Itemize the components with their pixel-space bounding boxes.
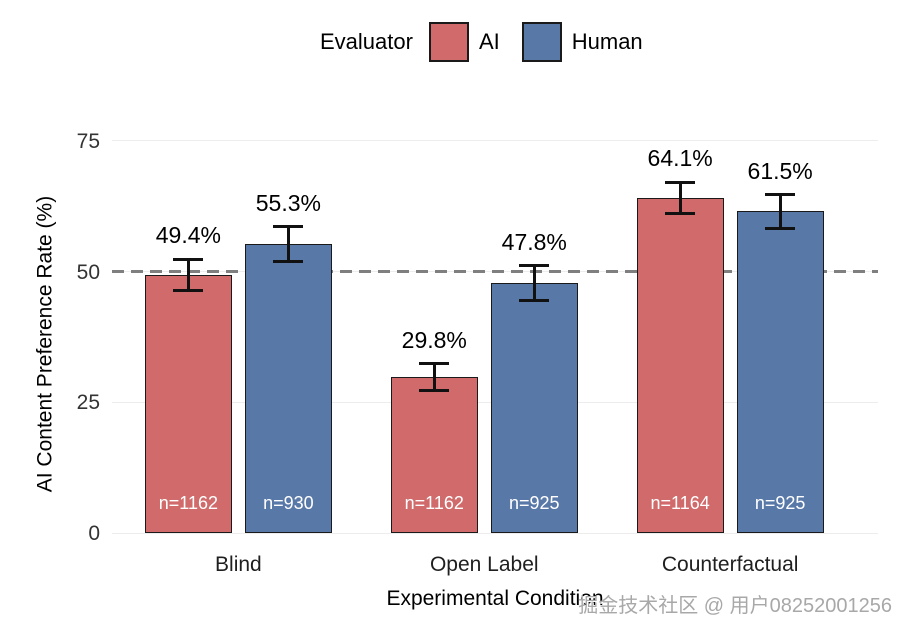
error-bar-line xyxy=(432,363,436,391)
error-bar-cap-top xyxy=(665,180,696,184)
value-label: 55.3% xyxy=(255,189,321,216)
y-tick-label: 25 xyxy=(76,391,100,415)
gridline-0 xyxy=(112,532,878,534)
value-label: 64.1% xyxy=(647,145,713,172)
legend-swatch-human xyxy=(521,22,562,62)
y-tick-label: 75 xyxy=(76,129,100,153)
error-bar-line xyxy=(532,265,536,301)
value-label: 47.8% xyxy=(501,228,567,255)
legend-swatch-ai xyxy=(428,22,469,62)
n-label: n=1162 xyxy=(404,493,464,513)
legend-item-human: Human xyxy=(521,22,643,62)
legend-item-label: AI xyxy=(478,29,500,54)
value-label: 49.4% xyxy=(155,222,221,249)
error-bar-cap-bottom xyxy=(665,212,696,215)
reference-line-50pct xyxy=(112,270,878,274)
value-label: 29.8% xyxy=(401,326,467,353)
n-label: n=925 xyxy=(754,493,806,513)
gridline-75 xyxy=(112,140,878,142)
value-label: 61.5% xyxy=(747,157,813,184)
error-bar-line xyxy=(286,226,290,262)
error-bar-cap-top xyxy=(419,362,450,366)
error-bar-cap-top xyxy=(765,193,796,197)
n-label: n=1164 xyxy=(650,493,710,513)
bar-human-counterfactual xyxy=(736,211,824,533)
bar-ai-open-label xyxy=(390,377,478,533)
x-tick-label-blind: Blind xyxy=(215,553,262,576)
error-bar-line xyxy=(778,194,782,229)
error-bar-line xyxy=(186,259,190,291)
legend-item-label: Human xyxy=(571,29,643,54)
n-label: n=1162 xyxy=(158,493,218,513)
error-bar-cap-top xyxy=(173,257,204,261)
y-axis-title: AI Content Preference Rate (%) xyxy=(33,195,57,493)
error-bar-cap-bottom xyxy=(519,298,550,302)
error-bar-cap-top xyxy=(519,264,550,268)
error-bar-cap-bottom xyxy=(173,288,204,292)
x-tick-label-open-label: Open Label xyxy=(429,553,539,576)
bar-human-open-label xyxy=(490,283,578,533)
bar-ai-counterfactual xyxy=(636,197,724,533)
error-bar-cap-top xyxy=(273,225,304,229)
error-bar-cap-bottom xyxy=(765,226,796,230)
n-label: n=925 xyxy=(508,493,560,513)
error-bar-cap-bottom xyxy=(419,389,450,393)
plot-area: 49.4% n=1162 55.3% n=930 29.8% n=1162 47.8% n=9… xyxy=(112,99,878,534)
legend-title: Evaluator xyxy=(320,29,413,54)
legend-item-ai: AI xyxy=(428,22,500,62)
n-label: n=930 xyxy=(263,493,314,513)
x-tick-label-counterfactual: Counterfactual xyxy=(661,553,799,576)
error-bar-line xyxy=(678,182,682,214)
legend-items: AI Human xyxy=(428,22,665,62)
error-bar-cap-bottom xyxy=(273,259,304,263)
x-axis-title: Experimental Condition xyxy=(386,587,604,610)
y-tick-label: 0 xyxy=(88,522,100,545)
bar-ai-blind xyxy=(144,274,232,533)
legend: Evaluator AI Human xyxy=(320,22,665,62)
watermark: 掘金技术社区 @ 用户08252001256 xyxy=(578,595,892,617)
y-tick-label: 50 xyxy=(76,260,100,284)
bar-human-blind xyxy=(244,243,332,533)
